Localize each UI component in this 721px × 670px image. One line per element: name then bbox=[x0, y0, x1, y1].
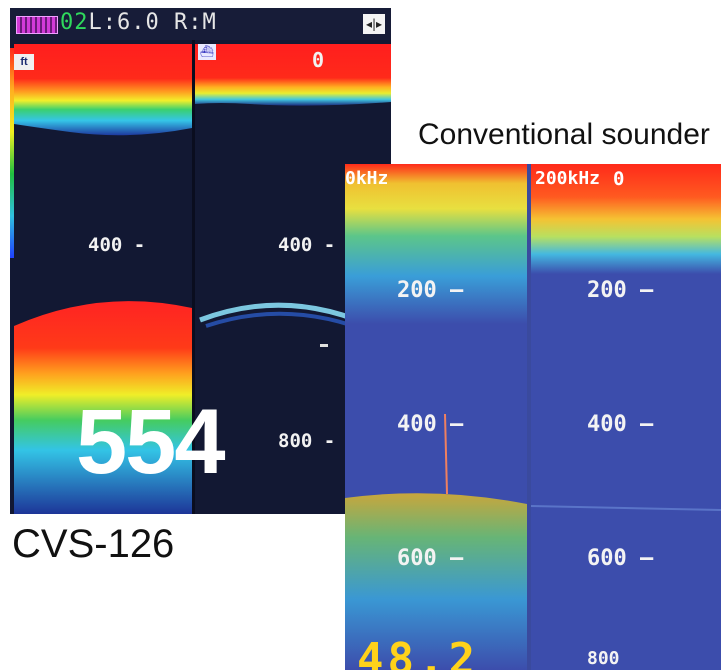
cvs-status-text: 02L:6.0 R:M bbox=[60, 10, 217, 35]
cvs-left-surface-echo bbox=[14, 44, 192, 136]
conventional-right-depth-label: 800 bbox=[587, 648, 620, 669]
conventional-echogram-screen: 0kHz 200kHz 0 200 — 400 — 600 — 200 — 40… bbox=[345, 164, 721, 670]
conventional-right-depth-label: 200 — bbox=[587, 278, 654, 303]
conventional-left-depth-label: 200 — bbox=[397, 278, 464, 303]
conventional-left-surface-echo bbox=[345, 164, 527, 324]
cvs-right-surface-echo bbox=[195, 44, 391, 106]
cvs-right-depth-label: 400 - bbox=[278, 234, 336, 256]
color-scale-strip bbox=[10, 48, 14, 258]
ship-icon: ⛴ bbox=[198, 44, 216, 60]
conventional-sounder-caption: Conventional sounder bbox=[418, 118, 710, 151]
sounder-mode-icon[interactable] bbox=[16, 16, 58, 34]
conventional-right-bottom-trace bbox=[530, 505, 721, 511]
cvs-channel-number: 02 bbox=[60, 10, 89, 35]
split-view-icon[interactable]: ◂|▸ bbox=[363, 14, 385, 34]
cvs-depth-readout: 554 bbox=[76, 391, 225, 493]
cvs-126-caption: CVS-126 bbox=[12, 522, 175, 566]
unit-badge: ft bbox=[14, 54, 34, 70]
conventional-right-surface-echo bbox=[531, 164, 721, 274]
cvs-range-mode: L:6.0 R:M bbox=[88, 10, 217, 35]
cvs-status-bar: 02L:6.0 R:M ◂|▸ bbox=[10, 8, 391, 40]
conventional-left-bottom-echo bbox=[345, 493, 527, 670]
conventional-panel-divider bbox=[527, 164, 531, 670]
conventional-echogram-canvas bbox=[345, 164, 721, 670]
conventional-depth-readout: 48.2 bbox=[357, 634, 479, 670]
cvs-left-bottom-echo bbox=[14, 301, 192, 514]
conventional-right-depth-label: 400 — bbox=[587, 412, 654, 437]
conventional-right-top-scale: 0 bbox=[613, 168, 625, 190]
cvs-right-top-scale: 0 bbox=[312, 48, 325, 72]
conventional-right-frequency: 200kHz bbox=[535, 168, 601, 189]
cvs-panel-divider bbox=[192, 40, 195, 514]
conventional-right-depth-label: 600 — bbox=[587, 546, 654, 571]
conventional-left-depth-label: 400 — bbox=[397, 412, 464, 437]
conventional-left-fish-trace bbox=[444, 413, 448, 495]
cvs-right-marker bbox=[320, 344, 328, 347]
cvs-right-depth-label: 800 - bbox=[278, 430, 336, 452]
conventional-left-depth-label: 600 — bbox=[397, 546, 464, 571]
cvs-echogram-screen: 02L:6.0 R:M ◂|▸ ft ⛴ 0 400 - 400 - 800 -… bbox=[10, 8, 391, 514]
conventional-left-frequency: 0kHz bbox=[345, 168, 389, 189]
cvs-left-depth-label: 400 - bbox=[88, 234, 146, 256]
cvs-echogram-canvas bbox=[14, 44, 391, 514]
